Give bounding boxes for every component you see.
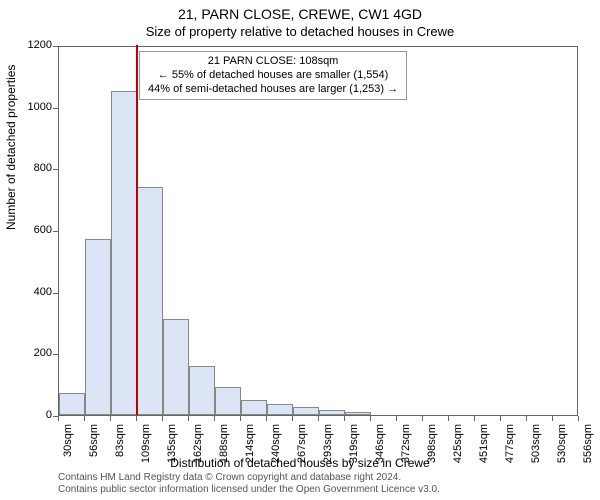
y-tick-mark bbox=[53, 108, 58, 109]
histogram-bar bbox=[319, 410, 345, 415]
histogram-bar bbox=[111, 91, 137, 415]
histogram-bar bbox=[241, 400, 267, 415]
histogram-bar bbox=[293, 407, 319, 415]
histogram-bar bbox=[345, 412, 371, 415]
x-tick-mark bbox=[266, 416, 267, 421]
x-tick-mark bbox=[500, 416, 501, 421]
x-tick-mark bbox=[58, 416, 59, 421]
plot-area: 21 PARN CLOSE: 108sqm← 55% of detached h… bbox=[58, 46, 578, 416]
x-tick-mark bbox=[474, 416, 475, 421]
x-tick-mark bbox=[370, 416, 371, 421]
y-tick-label: 1200 bbox=[0, 39, 58, 51]
y-tick-label: 600 bbox=[0, 224, 58, 236]
y-tick-mark bbox=[53, 231, 58, 232]
annotation-line-3: 44% of semi-detached houses are larger (… bbox=[148, 83, 398, 97]
x-axis-label: Distribution of detached houses by size … bbox=[0, 456, 600, 470]
y-tick-label: 1000 bbox=[0, 101, 58, 113]
chart-title: 21, PARN CLOSE, CREWE, CW1 4GD bbox=[0, 0, 600, 22]
x-tick-mark bbox=[136, 416, 137, 421]
histogram-bar bbox=[189, 366, 215, 415]
y-tick-mark bbox=[53, 46, 58, 47]
histogram-bar bbox=[85, 239, 111, 415]
x-tick-mark bbox=[422, 416, 423, 421]
y-tick-label: 800 bbox=[0, 162, 58, 174]
histogram-bar bbox=[59, 393, 85, 415]
x-tick-mark bbox=[110, 416, 111, 421]
y-axis-label: Number of detached properties bbox=[4, 65, 18, 230]
footer-line-1: Contains HM Land Registry data © Crown c… bbox=[58, 472, 440, 484]
x-tick-mark bbox=[188, 416, 189, 421]
x-tick-mark bbox=[318, 416, 319, 421]
annotation-line-2: ← 55% of detached houses are smaller (1,… bbox=[148, 69, 398, 83]
x-tick-mark bbox=[578, 416, 579, 421]
x-tick-mark bbox=[84, 416, 85, 421]
highlight-line bbox=[136, 45, 138, 415]
annotation-box: 21 PARN CLOSE: 108sqm← 55% of detached h… bbox=[139, 51, 407, 100]
chart-subtitle: Size of property relative to detached ho… bbox=[0, 22, 600, 39]
y-tick-mark bbox=[53, 354, 58, 355]
x-tick-mark bbox=[344, 416, 345, 421]
histogram-bar bbox=[137, 187, 163, 415]
footer-line-2: Contains public sector information licen… bbox=[58, 484, 440, 496]
annotation-line-1: 21 PARN CLOSE: 108sqm bbox=[148, 55, 398, 69]
chart-container: 21, PARN CLOSE, CREWE, CW1 4GD Size of p… bbox=[0, 0, 600, 500]
x-tick-mark bbox=[396, 416, 397, 421]
chart-footer: Contains HM Land Registry data © Crown c… bbox=[58, 472, 440, 496]
x-tick-mark bbox=[214, 416, 215, 421]
histogram-bar bbox=[163, 319, 189, 415]
y-tick-label: 200 bbox=[0, 347, 58, 359]
x-tick-mark bbox=[552, 416, 553, 421]
x-tick-mark bbox=[162, 416, 163, 421]
histogram-bar bbox=[215, 387, 241, 415]
x-tick-mark bbox=[448, 416, 449, 421]
y-tick-mark bbox=[53, 169, 58, 170]
histogram-bar bbox=[267, 404, 293, 415]
y-tick-label: 0 bbox=[0, 409, 58, 421]
y-tick-mark bbox=[53, 293, 58, 294]
x-tick-mark bbox=[292, 416, 293, 421]
x-tick-mark bbox=[526, 416, 527, 421]
x-tick-mark bbox=[240, 416, 241, 421]
y-tick-label: 400 bbox=[0, 286, 58, 298]
